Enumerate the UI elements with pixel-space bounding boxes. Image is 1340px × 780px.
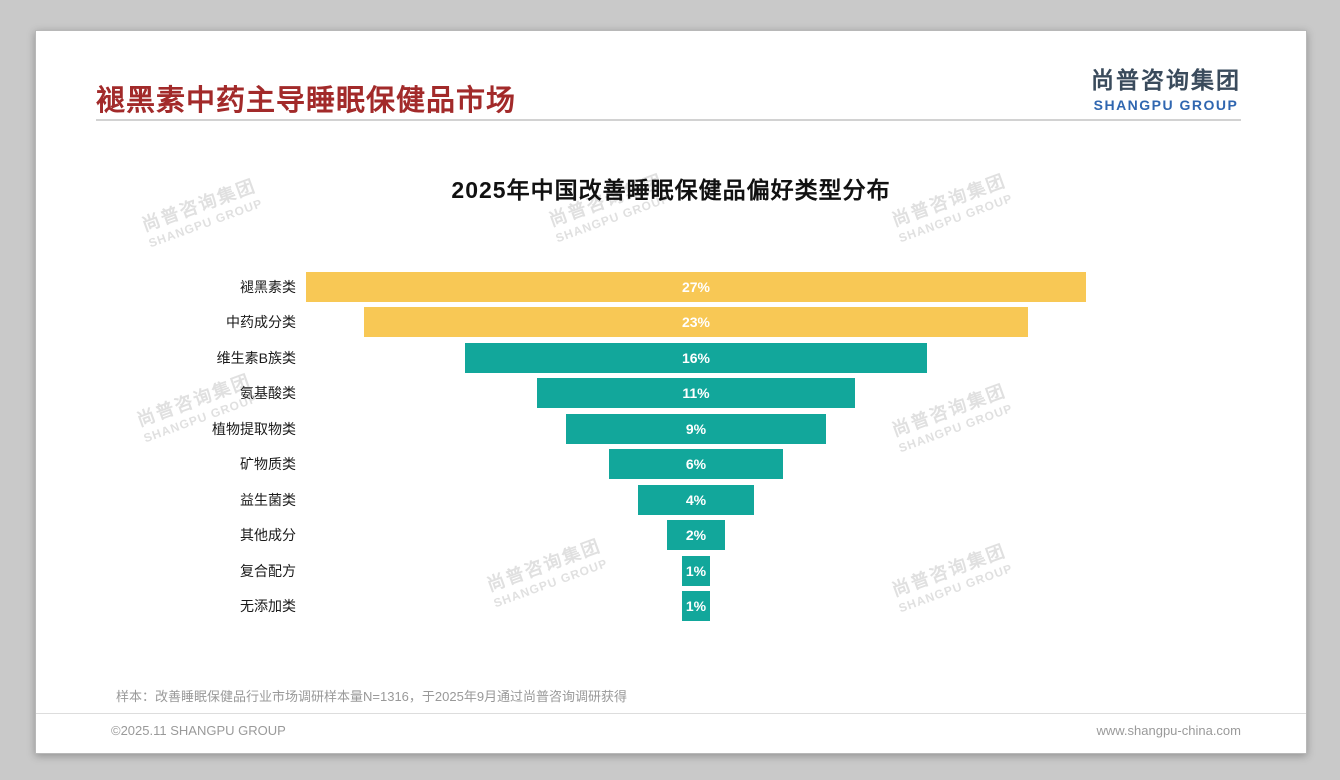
funnel-bar: 2% (667, 520, 725, 551)
category-label: 无添加类 (240, 598, 296, 615)
value-label: 1% (685, 562, 707, 579)
category-label: 维生素B族类 (216, 349, 296, 366)
chart-row: 矿物质类 6% (36, 449, 1306, 480)
funnel-bar: 16% (464, 342, 928, 373)
funnel-bar: 11% (537, 378, 855, 409)
category-label: 褪黑素类 (240, 279, 296, 295)
chart-row: 植物提取物类 9% (36, 413, 1306, 444)
chart-row: 其他成分 2% (36, 520, 1306, 551)
category-label: 矿物质类 (240, 456, 296, 473)
value-label: 9% (685, 420, 707, 437)
logo-english-text: SHANGPU GROUP (1093, 97, 1239, 113)
category-label: 中药成分类 (226, 314, 296, 331)
chart-row: 益生菌类 4% (36, 484, 1306, 515)
funnel-bar: 6% (609, 449, 783, 480)
logo-chinese-text: 尚普咨询集团 (1091, 67, 1241, 93)
value-label: 23% (681, 314, 710, 331)
footer-divider (36, 713, 1306, 714)
chart-row: 褪黑素类 27% (36, 272, 1306, 302)
funnel-bar: 23% (363, 307, 1029, 338)
header-divider (96, 119, 1241, 121)
footer-website: www.shangpu-china.com (1096, 723, 1241, 738)
value-label: 2% (685, 527, 707, 544)
category-label: 其他成分 (240, 527, 296, 544)
category-label: 植物提取物类 (212, 420, 296, 437)
slide: 尚普咨询集团 SHANGPU GROUP 尚普咨询集团 SHANGPU GROUP 尚普… (35, 30, 1307, 754)
chart-title: 2025年中国改善睡眠保健品偏好类型分布 (451, 177, 891, 203)
funnel-bar: 1% (681, 591, 711, 622)
value-label: 16% (681, 349, 710, 366)
value-label: 27% (681, 279, 710, 295)
funnel-bar: 4% (638, 484, 754, 515)
funnel-chart: 褪黑素类 27% 中药成分类 23% 维生素B族类 16% 氨基酸类 11% 植物提取物类 9% 矿… (36, 272, 1306, 632)
chart-row: 复合配方 1% (36, 555, 1306, 586)
funnel-bar: 9% (565, 413, 827, 444)
chart-row: 中药成分类 23% (36, 307, 1306, 338)
chart-row: 维生素B族类 16% (36, 342, 1306, 373)
funnel-bar: 1% (681, 555, 711, 586)
funnel-bar: 27% (305, 272, 1087, 302)
chart-row: 氨基酸类 11% (36, 378, 1306, 409)
value-label: 11% (682, 385, 710, 402)
category-label: 复合配方 (240, 562, 296, 579)
value-label: 1% (685, 598, 707, 615)
company-logo: 尚普咨询集团 SHANGPU GROUP (1091, 61, 1241, 113)
category-label: 益生菌类 (240, 491, 296, 508)
sample-note: 样本：改善睡眠保健品行业市场调研样本量N=1316，于2025年9月通过尚普咨询… (116, 689, 628, 704)
category-label: 氨基酸类 (240, 385, 296, 402)
footer-copyright: ©2025.11 SHANGPU GROUP (111, 723, 286, 738)
page-title: 褪黑素中药主导睡眠保健品市场 (96, 85, 517, 117)
value-label: 4% (685, 491, 707, 508)
value-label: 6% (685, 456, 707, 473)
chart-row: 无添加类 1% (36, 591, 1306, 622)
